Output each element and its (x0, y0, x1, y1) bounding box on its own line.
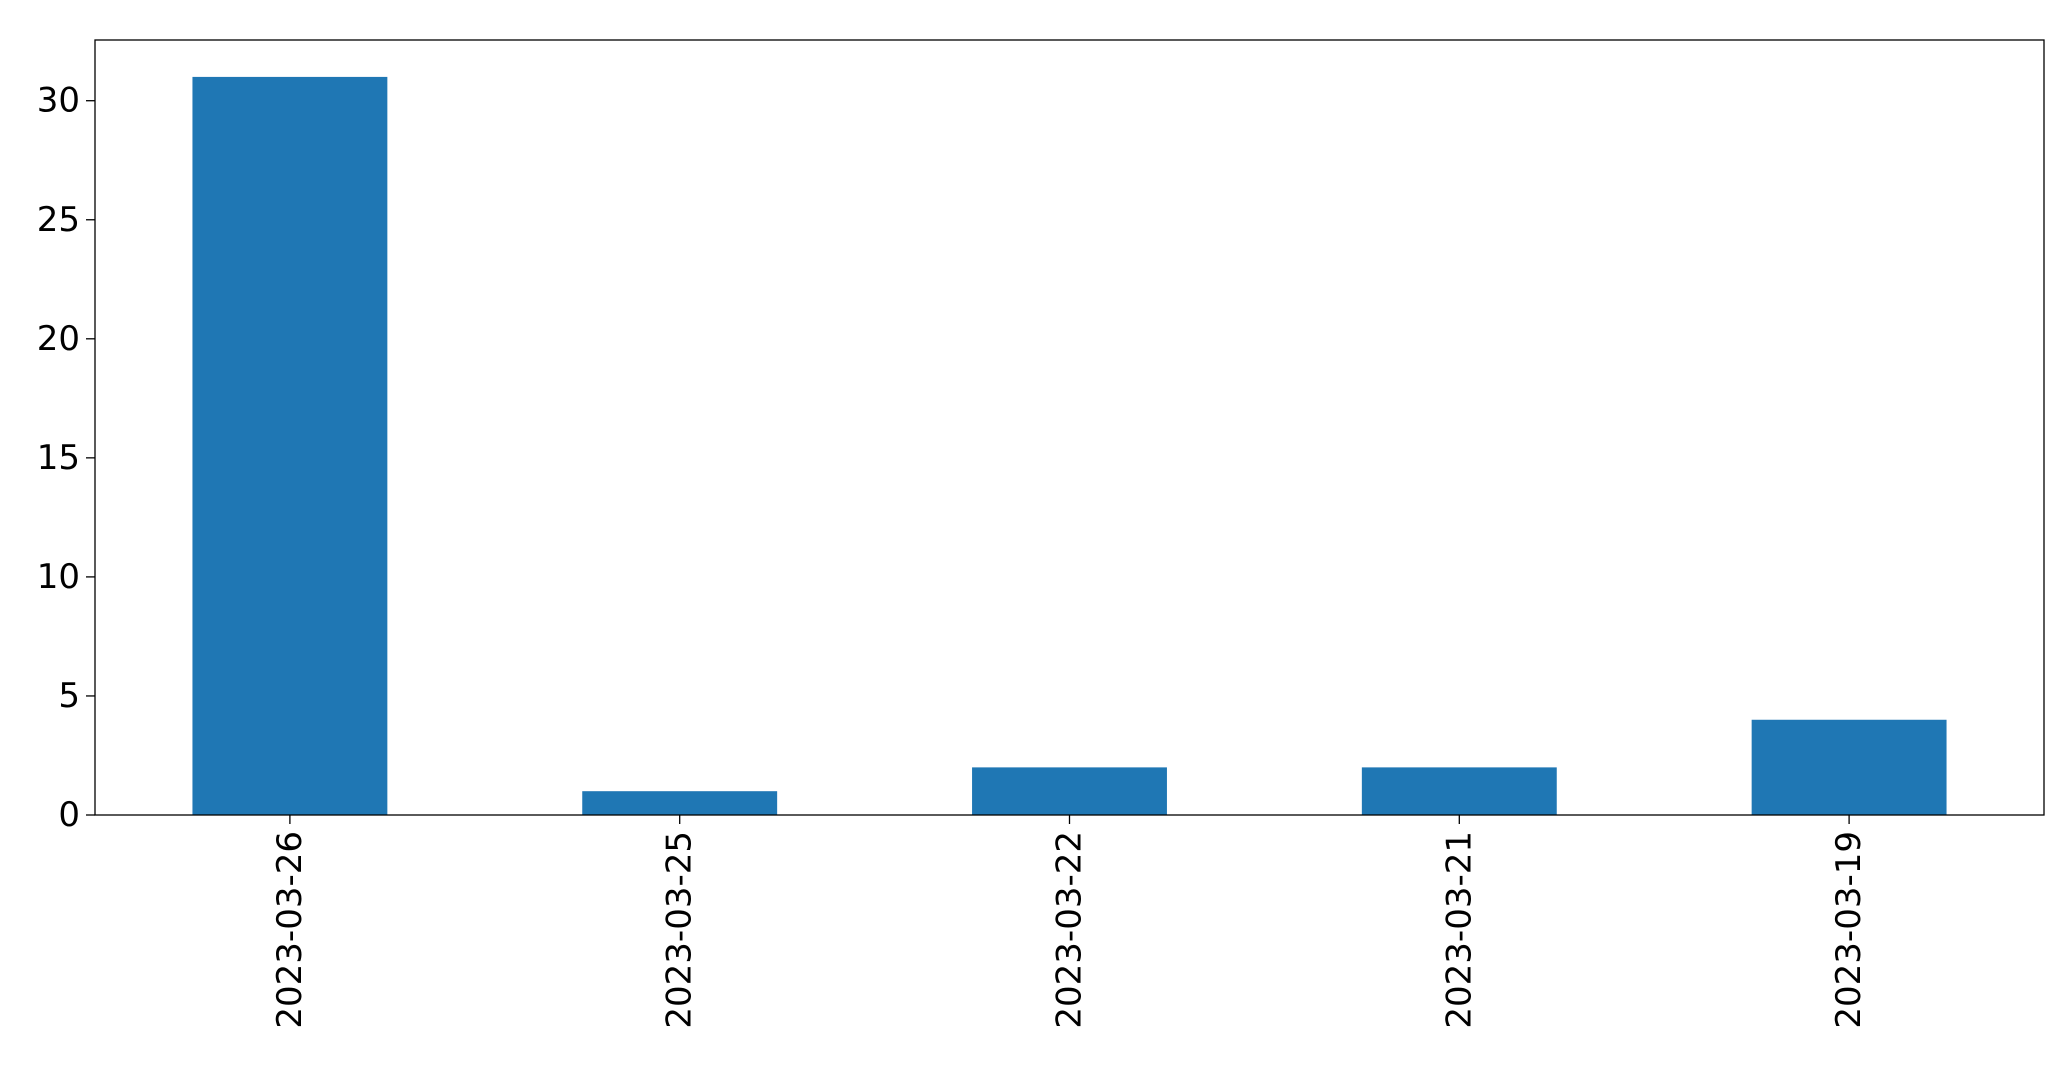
x-axis: 2023-03-26 2023-03-25 2023-03-22 2023-03-21… (270, 815, 1869, 1029)
x-tick-label: 2023-03-25 (660, 831, 700, 1029)
y-tick-label: 10 (37, 557, 80, 597)
y-tick-label: 0 (58, 795, 80, 835)
plot-frame (94, 39, 2045, 816)
y-tick-label: 15 (37, 438, 80, 478)
bars-layer (192, 76, 1947, 815)
bar-2023-03-21 (1361, 767, 1557, 815)
x-tick-label: 2023-03-26 (270, 831, 310, 1029)
bar-2023-03-22 (972, 767, 1167, 815)
y-tick-label: 5 (58, 676, 80, 716)
x-tick-label: 2023-03-22 (1050, 831, 1090, 1029)
y-tick-label: 30 (37, 81, 80, 121)
x-tick-label: 2023-03-19 (1829, 831, 1869, 1029)
y-tick-label: 20 (37, 319, 80, 359)
bar-2023-03-25 (582, 791, 778, 815)
y-axis: 0 5 10 15 20 25 30 (37, 81, 95, 835)
bar-2023-03-19 (1751, 719, 1947, 815)
x-tick-label: 2023-03-21 (1439, 831, 1479, 1029)
y-tick-label: 25 (37, 200, 80, 240)
bar-2023-03-26 (192, 76, 388, 815)
